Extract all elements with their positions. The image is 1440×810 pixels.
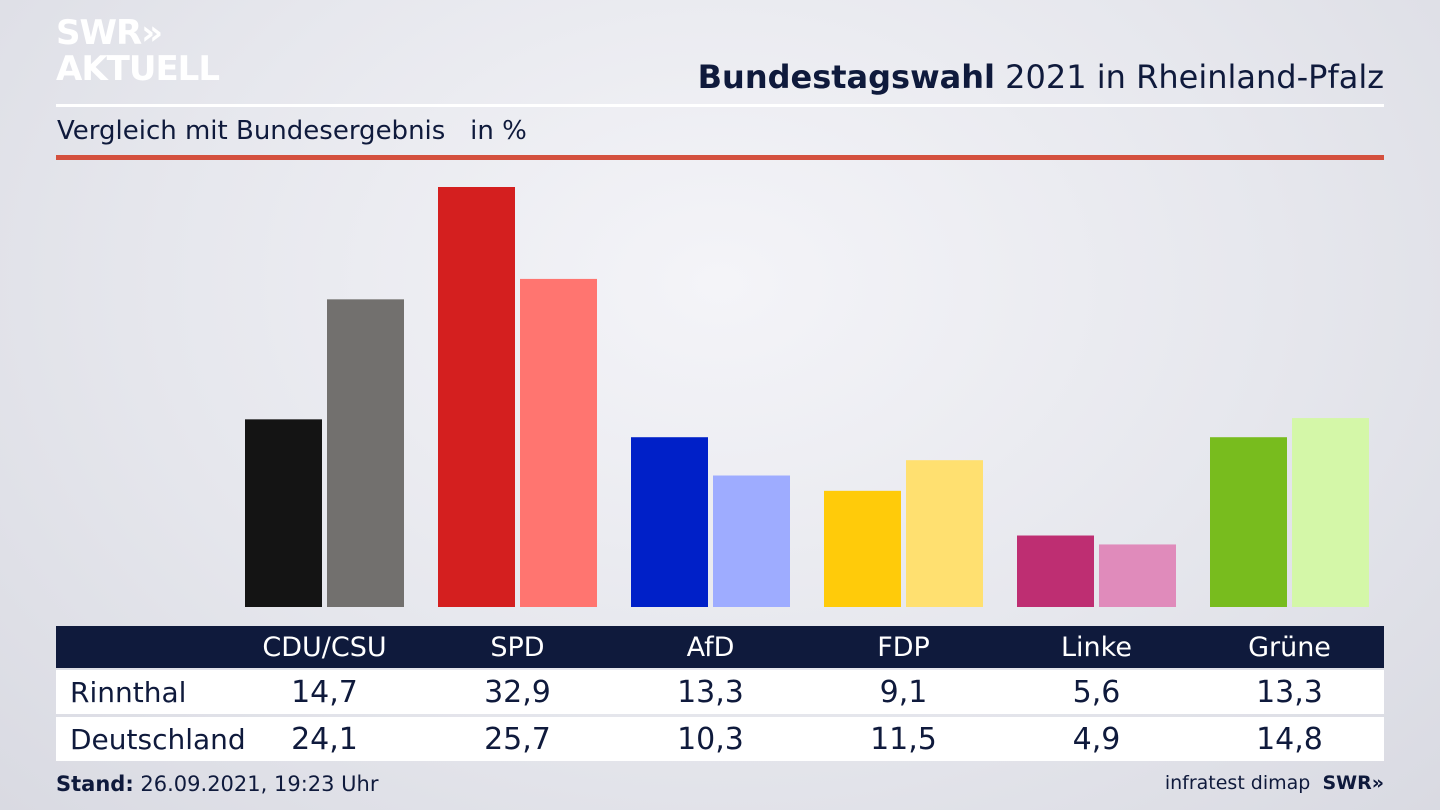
timestamp-label: Stand:	[56, 772, 134, 796]
swr-aktuell-logo: SWR» AKTUELL	[56, 13, 220, 89]
accent-divider	[56, 155, 1384, 160]
value-gr-ne-deutschland: 14,8	[1256, 721, 1323, 757]
table-row: Deutschland 24,1 25,7 10,3 11,5 4,9 14,8	[56, 717, 1384, 761]
bar-afd-rinnthal	[631, 437, 708, 607]
party-label-linke: Linke	[1061, 631, 1132, 663]
source-brand: SWR»	[1322, 772, 1384, 794]
bar-fdp-rinnthal	[824, 490, 901, 607]
bar-cdu-csu-rinnthal	[245, 419, 322, 607]
value-afd-deutschland: 10,3	[677, 721, 744, 757]
value-linke-deutschland: 4,9	[1072, 721, 1121, 757]
timestamp-value: 26.09.2021, 19:23 Uhr	[133, 772, 379, 796]
table-row: Rinnthal 14,7 32,9 13,3 9,1 5,6 13,3	[56, 670, 1384, 714]
party-header-row: CDU/CSU SPD AfD FDP Linke Grüne	[56, 626, 1384, 668]
source-credit: infratest dimap SWR»	[1165, 772, 1384, 794]
bar-gr-ne-rinnthal	[1210, 437, 1287, 607]
bar-spd-deutschland	[520, 278, 597, 607]
value-cdu-csu-rinnthal: 14,7	[291, 674, 358, 710]
bar-fdp-deutschland	[906, 460, 983, 607]
timestamp: Stand: 26.09.2021, 19:23 Uhr	[56, 772, 379, 796]
value-fdp-rinnthal: 9,1	[879, 674, 928, 710]
title-divider	[56, 104, 1384, 107]
value-gr-ne-rinnthal: 13,3	[1256, 674, 1323, 710]
value-fdp-deutschland: 11,5	[870, 721, 937, 757]
party-label-gr-ne: Grüne	[1248, 631, 1331, 663]
party-label-fdp: FDP	[877, 631, 930, 663]
party-label-cdu-csu: CDU/CSU	[262, 631, 387, 663]
bar-cdu-csu-deutschland	[327, 299, 404, 607]
value-spd-deutschland: 25,7	[484, 721, 551, 757]
party-label-spd: SPD	[490, 631, 545, 663]
row-label-rinnthal: Rinnthal	[70, 675, 187, 709]
row-label-deutschland: Deutschland	[70, 722, 246, 756]
chart-title: Bundestagswahl 2021 in Rheinland-Pfalz	[698, 58, 1384, 96]
value-spd-rinnthal: 32,9	[484, 674, 551, 710]
party-label-afd: AfD	[686, 631, 735, 663]
chart-title-bold: Bundestagswahl	[697, 58, 995, 96]
bar-gr-ne-deutschland	[1292, 418, 1369, 607]
logo-line-2: AKTUELL	[56, 49, 220, 89]
value-linke-rinnthal: 5,6	[1072, 674, 1121, 710]
value-afd-rinnthal: 13,3	[677, 674, 744, 710]
value-cdu-csu-deutschland: 24,1	[291, 721, 358, 757]
bar-spd-rinnthal	[438, 187, 515, 607]
bar-linke-deutschland	[1099, 544, 1176, 607]
chart-title-rest: 2021 in Rheinland-Pfalz	[995, 58, 1384, 96]
source-name: infratest dimap	[1164, 772, 1311, 794]
bar-linke-rinnthal	[1017, 535, 1094, 607]
bar-afd-deutschland	[713, 475, 790, 607]
logo-line-1: SWR»	[56, 13, 163, 53]
chart-subtitle: Vergleich mit Bundesergebnis in %	[57, 116, 527, 146]
